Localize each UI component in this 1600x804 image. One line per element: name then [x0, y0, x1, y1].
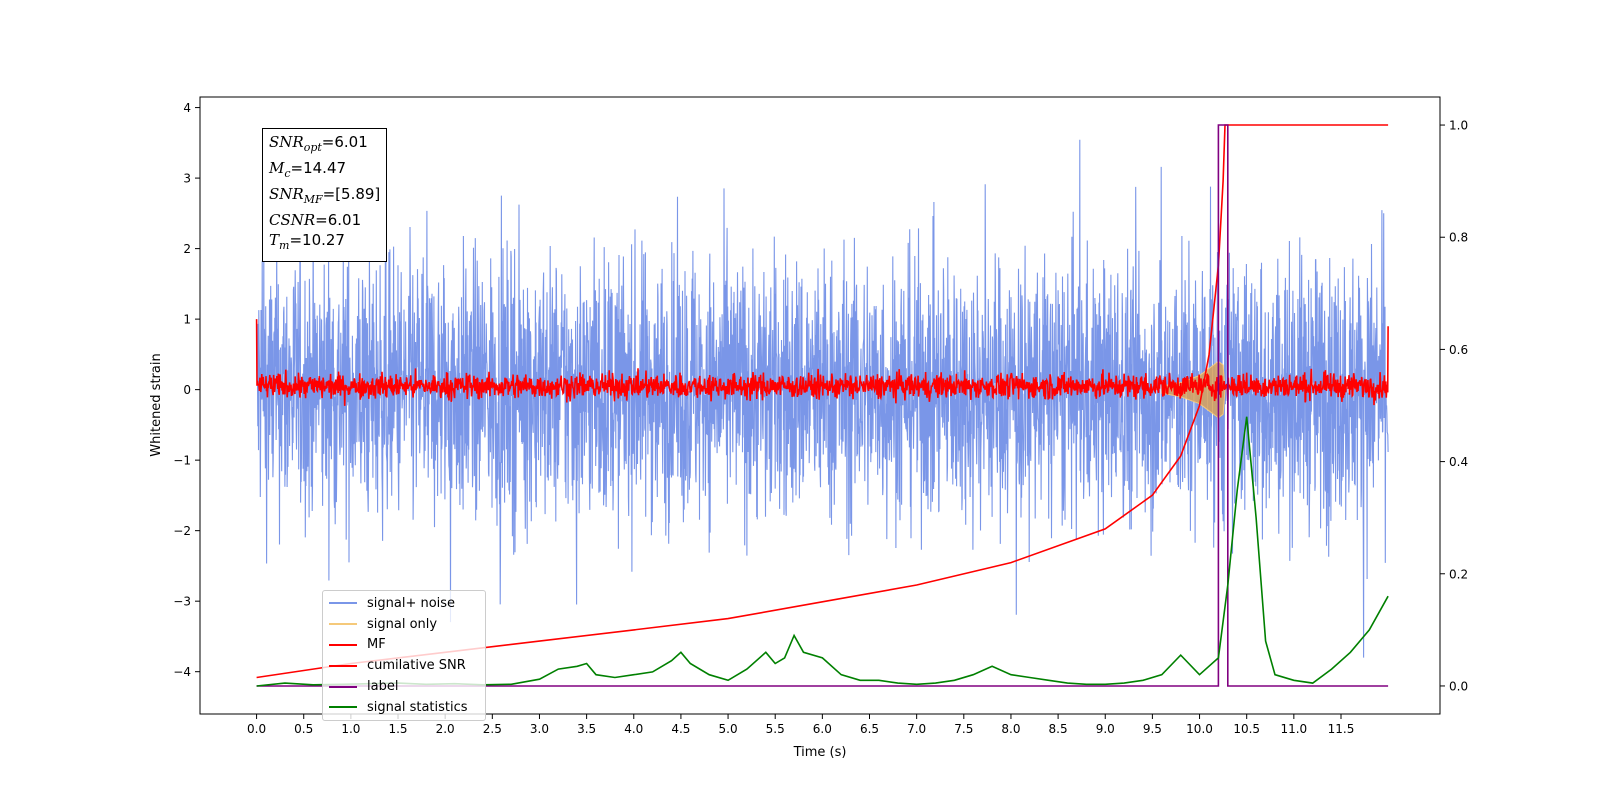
legend-item-signal-only: signal only — [327, 614, 481, 635]
annotation-csnr-value: =6.01 — [315, 211, 362, 229]
x-tick-label: 9.0 — [1096, 722, 1115, 736]
annotation-box: SNRopt=6.01 Mc=14.47 SNRMF=[5.89] CSNR=6… — [262, 128, 388, 262]
x-tick-label: 1.0 — [341, 722, 360, 736]
annotation-snr-opt: SNRopt=6.01 — [269, 133, 368, 154]
legend-swatch — [329, 623, 357, 626]
x-tick-label: 3.5 — [577, 722, 596, 736]
y-right-tick-label: 0.8 — [1449, 231, 1468, 245]
y-axis-label: Whitened strain — [149, 353, 164, 456]
legend-swatch — [329, 602, 357, 605]
x-tick-label: 7.5 — [954, 722, 973, 736]
y-left-tick-label: −4 — [173, 665, 191, 679]
x-tick-label: 8.5 — [1049, 722, 1068, 736]
legend-label: signal+ noise — [367, 595, 456, 611]
y-left-tick-label: 4 — [183, 101, 191, 115]
legend-label: signal statistics — [367, 699, 468, 715]
y-left-tick-label: −1 — [173, 454, 191, 468]
y-left-tick-label: 1 — [183, 313, 191, 327]
x-tick-label: 7.0 — [907, 722, 926, 736]
y-right-tick-label: 0.4 — [1449, 455, 1468, 469]
y-left-tick-label: −2 — [173, 524, 191, 538]
y-left-tick-label: −3 — [173, 595, 191, 609]
x-tick-label: 4.5 — [671, 722, 690, 736]
x-tick-label: 8.0 — [1001, 722, 1020, 736]
y-left-axis-ticks: 4 3 2 1 0 −1 −2 −3 −4 — [173, 101, 200, 679]
legend-label: signal only — [367, 616, 438, 632]
y-left-tick-label: 2 — [183, 242, 191, 256]
y-right-tick-label: 0.0 — [1449, 679, 1468, 693]
x-tick-label: 3.0 — [530, 722, 549, 736]
legend-item-label: label — [327, 676, 481, 697]
x-tick-label: 1.5 — [388, 722, 407, 736]
x-tick-label: 5.5 — [766, 722, 785, 736]
y-right-axis-ticks: 1.0 0.8 0.6 0.4 0.2 0.0 — [1440, 119, 1468, 693]
x-tick-label: 6.5 — [860, 722, 879, 736]
annotation-tm: Tm=10.27 — [269, 231, 345, 252]
x-tick-label: 9.5 — [1143, 722, 1162, 736]
legend-item-signal-statistics: signal statistics — [327, 697, 481, 718]
legend-item-cumulative-snr: cumilative SNR — [327, 655, 481, 676]
series-signal-noise-line — [256, 139, 1389, 658]
x-tick-label: 11.0 — [1280, 722, 1307, 736]
series-label-line — [256, 124, 1389, 687]
annotation-mc-value: =14.47 — [290, 159, 347, 177]
series-mf-line — [255, 319, 1389, 406]
x-tick-label: 10.5 — [1233, 722, 1260, 736]
legend-label: MF — [367, 637, 386, 653]
x-tick-label: 2.0 — [436, 722, 455, 736]
y-right-tick-label: 0.6 — [1449, 343, 1468, 357]
legend-swatch — [329, 706, 357, 709]
x-tick-label: 4.0 — [624, 722, 643, 736]
annotation-snr-opt-value: =6.01 — [321, 133, 368, 151]
legend-label: label — [367, 679, 399, 695]
legend-swatch — [329, 643, 357, 646]
x-tick-label: 0.0 — [247, 722, 266, 736]
annotation-tm-value: =10.27 — [289, 231, 345, 249]
x-tick-label: 11.5 — [1328, 722, 1355, 736]
legend-swatch — [329, 664, 357, 667]
x-axis-label: Time (s) — [793, 745, 847, 760]
x-tick-label: 5.0 — [719, 722, 738, 736]
x-tick-label: 10.0 — [1186, 722, 1213, 736]
series-signal-statistics-line — [256, 416, 1389, 687]
x-tick-label: 0.5 — [294, 722, 313, 736]
axes-frame — [199, 96, 1441, 715]
data-layer — [255, 124, 1389, 687]
y-left-tick-label: 3 — [183, 172, 191, 186]
y-right-tick-label: 1.0 — [1449, 119, 1468, 133]
legend-swatch — [329, 685, 357, 688]
annotation-mc: Mc=14.47 — [269, 159, 347, 180]
annotation-snr-mf: SNRMF=[5.89] — [269, 185, 381, 206]
legend-item-signal-noise: signal+ noise — [327, 593, 481, 614]
x-axis-ticks: 0.0 0.5 1.0 1.5 2.0 2.5 3.0 3.5 4.0 4.5 5.0 5.5 6.0 6… — [247, 714, 1354, 736]
y-right-tick-label: 0.2 — [1449, 567, 1468, 581]
annotation-snr-mf-value: =[5.89] — [322, 185, 381, 203]
legend-item-mf: MF — [327, 635, 481, 656]
x-tick-label: 6.0 — [813, 722, 832, 736]
annotation-csnr: CSNR=6.01 — [269, 211, 362, 229]
legend: signal+ noise signal only MF cumilative … — [322, 590, 486, 721]
x-tick-label: 2.5 — [483, 722, 502, 736]
legend-label: cumilative SNR — [367, 658, 466, 674]
y-left-tick-label: 0 — [183, 383, 191, 397]
series-cumulative-snr-line — [256, 124, 1389, 679]
